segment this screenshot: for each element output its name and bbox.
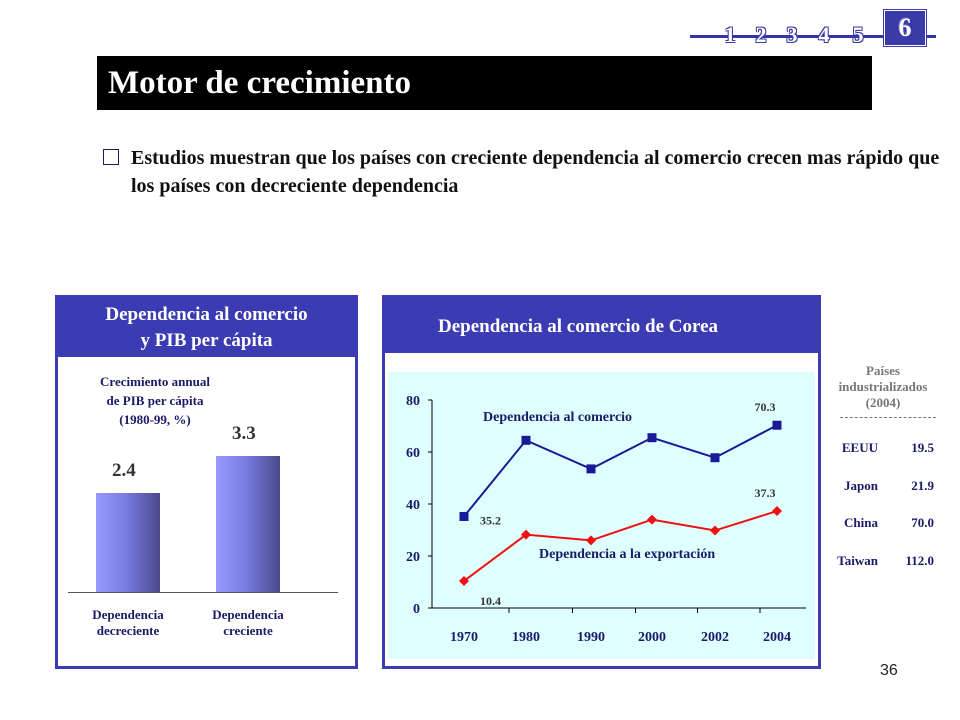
series-marker [586,464,596,474]
nav-item-3[interactable]: 3 [786,22,798,47]
left-chart-panel [55,295,358,669]
series-marker [521,529,531,540]
series-marker [647,514,657,525]
nav-item-5[interactable]: 5 [852,22,864,47]
series-marker [772,506,782,517]
table-title-line1: Países [866,363,900,378]
series-marker [647,433,657,443]
y-tick-label: 0 [413,602,420,617]
bar-value-label: 2.4 [112,460,136,482]
y-tick-label: 60 [406,446,420,461]
table-row-value: 21.9 [911,478,934,493]
line-chart: 0 20 40 60 80 1970 1980 1990 2000 2002 2004 35.2 70.… [406,394,806,645]
bar-axis-line [68,592,338,593]
x-tick-label: 1980 [512,630,540,645]
series-marker [586,535,596,546]
subtitle-line1: Crecimiento annual [100,374,210,389]
data-label: 70.3 [755,400,776,414]
cat-line2: decreciente [96,623,160,638]
table-row-name: EEUU [841,440,878,455]
table-title-line3: (2004) [865,395,901,410]
series-name-label: Dependencia a la exportación [539,547,715,562]
left-panel-header [55,295,358,357]
bullet-text: Estudios muestran que los países con cre… [131,147,940,197]
series-marker [772,420,782,430]
y-tick-label: 40 [406,498,420,513]
series-marker [710,453,720,463]
title-bar [97,56,872,110]
series-marker [459,575,469,586]
page-number: 36 [880,662,898,679]
series-line [463,424,778,518]
table-separator [840,417,936,418]
nav-item-1[interactable]: 1 [724,22,736,47]
left-chart-subtitle: Crecimiento annual de PIB per cápita (19… [60,372,250,429]
series-name-label: Dependencia al comercio [483,410,632,425]
page-title: Motor de crecimiento [108,65,411,101]
category-label-creciente: Dependencia creciente [193,607,303,639]
cat-line2: creciente [223,623,273,638]
series-marker [710,525,720,536]
plot-area [388,372,815,659]
y-tick-label: 80 [406,394,420,409]
checkbox-bullet-icon [103,149,119,165]
nav-item-4[interactable]: 4 [818,22,830,47]
table-row-value: 19.5 [911,440,934,455]
right-panel-header [382,295,821,353]
category-label-decreciente: Dependencia decreciente [73,607,183,639]
cat-line1: Dependencia [212,607,284,622]
table-row-value: 70.0 [911,515,934,530]
series-line [463,510,778,582]
cat-line1: Dependencia [92,607,164,622]
table-row-name: China [844,515,878,530]
nav-item-6-active[interactable]: 6 [884,10,926,46]
x-tick-label: 1990 [577,630,605,645]
data-label: 10.4 [480,594,501,608]
table-row-name: Japon [844,478,878,493]
right-panel-title: Dependencia al comercio de Corea [438,316,719,337]
table-row-value: 112.0 [905,553,934,568]
x-tick-label: 2004 [763,630,791,645]
table-title: Países industrializados (2004) [818,363,948,411]
table-row-name: Taiwan [837,553,878,568]
x-tick-label: 1970 [450,630,478,645]
data-label: 35.2 [480,513,501,527]
bar-decreciente [96,493,160,592]
data-label: 37.3 [755,486,776,500]
series-marker [459,511,469,521]
nav-line [690,35,936,38]
bar-creciente [216,456,280,592]
left-panel-title: Dependencia al comercio y PIB per cápita [55,302,358,354]
left-title-line2: y PIB per cápita [140,330,273,351]
left-title-line1: Dependencia al comercio [105,304,308,325]
series-marker [521,435,531,445]
subtitle-line3: (1980-99, %) [119,412,191,427]
x-tick-label: 2000 [638,630,666,645]
subtitle-line2: de PIB per cápita [106,393,204,408]
y-tick-label: 20 [406,550,420,565]
nav-item-2[interactable]: 2 [755,22,767,47]
table-title-line2: industrializados [838,379,928,394]
bar-value-label: 3.3 [232,423,256,444]
x-tick-label: 2002 [701,630,729,645]
